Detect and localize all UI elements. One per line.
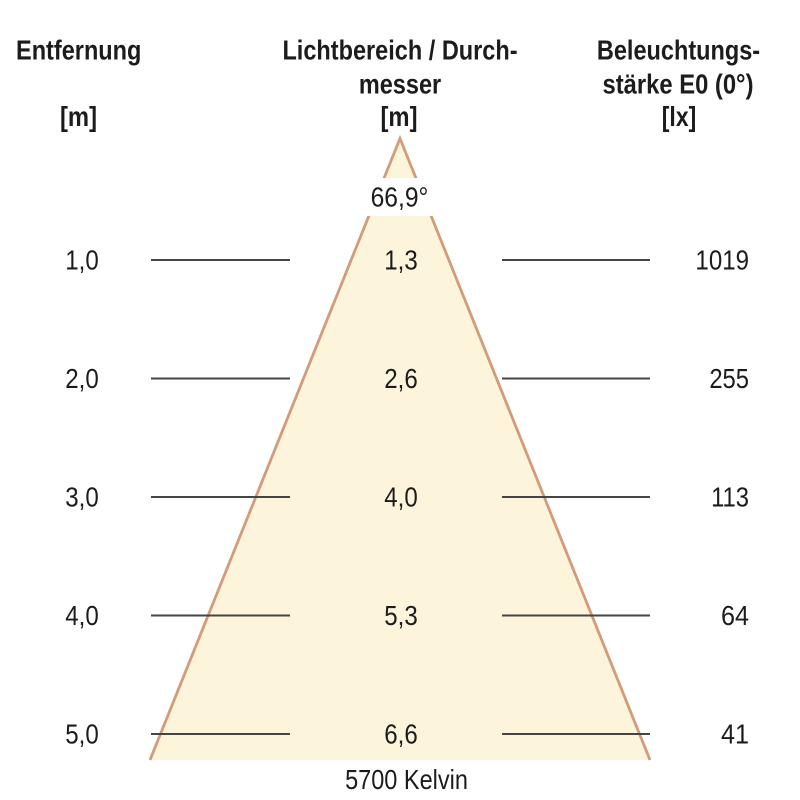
svg-text:64: 64	[721, 600, 749, 632]
svg-text:1019: 1019	[695, 244, 749, 276]
svg-text:[lx]: [lx]	[662, 102, 696, 133]
svg-text:2,0: 2,0	[65, 362, 98, 394]
svg-text:2,6: 2,6	[384, 362, 417, 394]
svg-text:66,9°: 66,9°	[371, 181, 429, 213]
svg-text:4,0: 4,0	[384, 481, 417, 513]
svg-text:Lichtbereich / Durch-: Lichtbereich / Durch-	[282, 36, 517, 66]
svg-text:5,3: 5,3	[384, 599, 417, 631]
svg-text:[m]: [m]	[381, 100, 418, 132]
svg-text:113: 113	[711, 481, 749, 513]
svg-text:1,0: 1,0	[65, 244, 98, 276]
svg-text:5,0: 5,0	[65, 718, 98, 750]
svg-text:1,3: 1,3	[384, 244, 417, 276]
svg-text:5700 Kelvin: 5700 Kelvin	[345, 765, 468, 795]
svg-text:messer: messer	[359, 70, 441, 100]
svg-text:3,0: 3,0	[65, 481, 98, 513]
svg-text:255: 255	[709, 362, 749, 394]
svg-text:4,0: 4,0	[65, 599, 98, 631]
svg-text:stärke E0 (0°): stärke E0 (0°)	[603, 68, 754, 100]
svg-text:Beleuchtungs-: Beleuchtungs-	[597, 36, 760, 66]
svg-text:6,6: 6,6	[384, 718, 417, 750]
svg-text:[m]: [m]	[60, 100, 97, 132]
svg-text:41: 41	[721, 718, 749, 750]
svg-text:Entfernung: Entfernung	[16, 36, 141, 66]
